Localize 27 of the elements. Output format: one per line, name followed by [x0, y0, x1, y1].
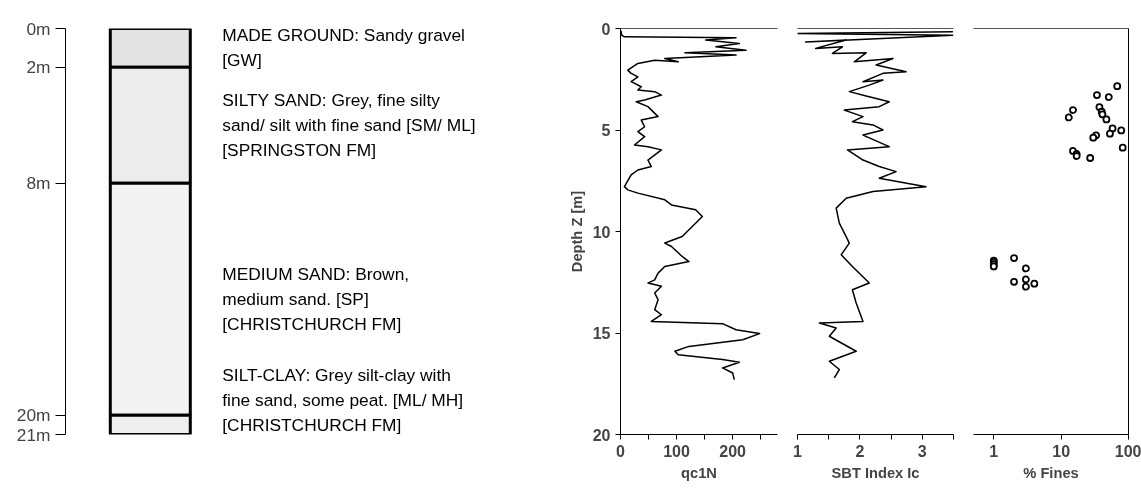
text: MEDIUM SAND: Brown, medium sand. [SP] [CHRISTCHURCH FM]	[222, 264, 410, 335]
y-tick-label: 20	[592, 426, 611, 444]
x-tick-label: 100	[663, 442, 691, 460]
x-tick-label: 3	[917, 442, 927, 460]
text: MADE GROUND: Sandy gravel [GW]	[222, 25, 465, 71]
y-tick-label: 0m	[26, 18, 51, 39]
y-tick-label: 2m	[26, 57, 51, 78]
text: SILTY SAND: Grey, fine silty sand/ silt with fine sand [SM/ ML] [SPRINGSTON FM]	[222, 90, 476, 161]
y-tick-label: 10	[592, 223, 611, 241]
y-tick-label: 21m	[16, 424, 51, 445]
y-axis-title: Depth Z [m]	[568, 190, 585, 273]
x-tick-label: 200	[719, 442, 747, 460]
y-tick-label: 15	[592, 325, 611, 342]
x-tick-label: 0	[616, 442, 626, 460]
text: SILT-CLAY: Grey silt-clay with fine sand, some peat. [ML/ MH] [CHRISTCHURCH FM]	[222, 364, 464, 435]
x-tick-label: 1	[989, 442, 999, 460]
x-axis-title: SBT Index Ic	[831, 464, 920, 481]
x-tick-label: 2	[855, 442, 865, 460]
y-tick-label: 8m	[26, 173, 51, 194]
x-axis-title: % Fines	[1023, 464, 1079, 481]
y-tick-label: 5	[601, 122, 611, 139]
x-tick-label: 10	[1052, 442, 1071, 460]
x-tick-label: 100	[1114, 442, 1141, 460]
x-tick-label: 1	[793, 442, 803, 460]
x-axis-title: qc1N	[681, 464, 717, 481]
y-tick-label: 0	[601, 20, 611, 38]
y-tick-label: 20m	[16, 405, 51, 426]
